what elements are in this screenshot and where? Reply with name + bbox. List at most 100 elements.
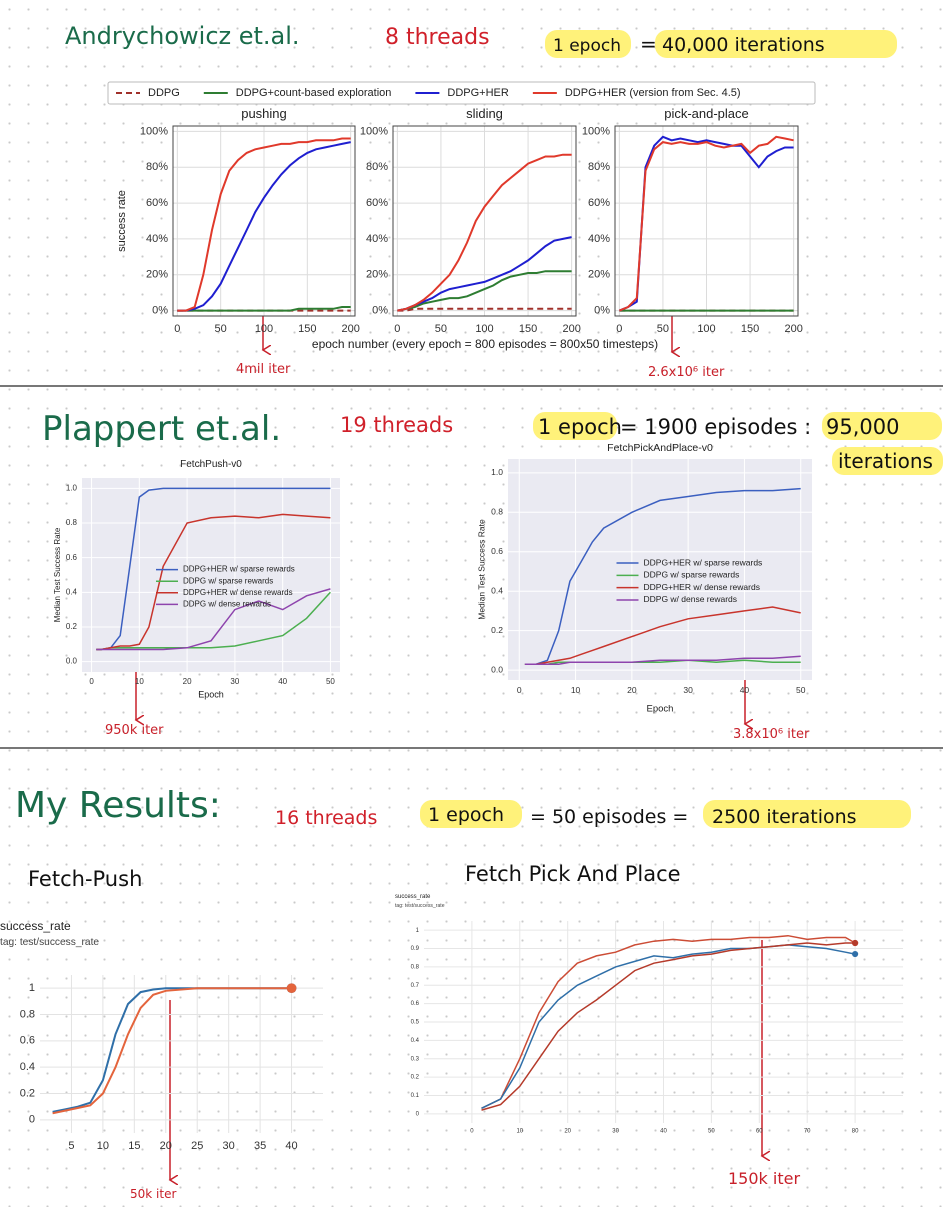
epoch: 1 epoch	[428, 804, 504, 826]
series-line	[619, 135, 794, 312]
x-tick-label: 20	[627, 685, 637, 695]
x-tick-label: 40	[285, 1140, 297, 1152]
x-tick-label: 40	[660, 1129, 667, 1135]
series-line	[524, 606, 801, 665]
y-tick-label: 0	[416, 1111, 420, 1117]
x-axis-label: epoch number (every epoch = 800 episodes…	[312, 337, 658, 351]
y-tick-label: 80%	[146, 161, 168, 173]
y-tick-label: 0.5	[411, 1020, 420, 1026]
y-tick-label: 0.8	[491, 507, 503, 517]
x-tick-label: 200	[341, 323, 359, 335]
series-line	[177, 141, 351, 312]
annotation: 950k iter	[105, 723, 164, 738]
y-tick-label: 20%	[366, 269, 388, 281]
x-tick-label: 150	[519, 323, 537, 335]
section-2-notes: Plappert et.al. 19 threads 1 epoch = 190…	[42, 409, 943, 475]
highlight	[420, 800, 522, 828]
end-marker	[286, 983, 297, 994]
y-tick-label: 0.6	[491, 546, 503, 556]
highlight	[533, 412, 617, 440]
series-line	[96, 487, 331, 651]
series-line	[96, 513, 331, 651]
y-tick-label: 0.0	[66, 657, 78, 666]
y-tick-label: 1.0	[491, 467, 503, 477]
chart-title: pushing	[241, 106, 287, 121]
series-line	[524, 487, 801, 665]
legend-label: DDPG+HER w/ dense rewards	[183, 588, 293, 597]
y-tick-label: 1	[416, 928, 420, 934]
series-line	[481, 944, 856, 1109]
x-tick-label: 70	[804, 1129, 811, 1135]
heading: Fetch Pick And Place	[465, 862, 681, 886]
legend-label: DDPG+HER w/ sparse rewards	[644, 557, 763, 567]
y-tick-label: 0.4	[66, 587, 78, 596]
y-tick-label: 40%	[366, 233, 388, 245]
highlight	[832, 447, 943, 475]
y-tick-label: 0.8	[411, 964, 420, 970]
chart-title: success_rate	[395, 894, 431, 900]
y-tick-label: 1	[29, 982, 35, 994]
x-tick-label: 100	[697, 323, 715, 335]
y-tick-label: 0.2	[411, 1075, 420, 1081]
number: 95,000	[826, 415, 899, 439]
y-tick-label: 0.2	[491, 625, 503, 635]
chart: 00.10.20.30.40.50.60.70.80.910 10 20 30 40 50…	[395, 894, 903, 1135]
highlight	[703, 800, 911, 828]
chart: 00.20.40.60.815 10 15 20 25 30 35 40success_rat…	[0, 919, 323, 1152]
annotation: 2.6x10⁶ iter	[648, 365, 725, 380]
legend-label: DDPG w/ sparse rewards	[183, 576, 273, 585]
x-tick-label: 150	[741, 323, 759, 335]
threads: 19 threads	[340, 413, 453, 437]
chart-title: FetchPush-v0	[180, 459, 242, 470]
heading: Fetch-Push	[28, 867, 142, 891]
series-line	[177, 137, 351, 312]
x-tick-label: 0	[470, 1129, 474, 1135]
x-axis-label: Epoch	[647, 704, 674, 715]
y-tick-label: 0.8	[66, 518, 78, 527]
x-tick-label: 40	[740, 685, 750, 695]
iterations: 2500 iterations	[712, 806, 857, 828]
y-tick-label: 20%	[146, 269, 168, 281]
x-tick-label: 25	[191, 1140, 203, 1152]
y-axis-label: Median Test Success Rate	[53, 527, 62, 622]
threads: 8 threads	[385, 25, 490, 50]
legend-label: DDPG w/ sparse rewards	[644, 570, 740, 580]
chart-title: success_rate	[0, 919, 71, 933]
y-tick-label: 0.2	[66, 622, 78, 631]
annotation: 150k iter	[728, 1169, 800, 1188]
plot-area	[508, 459, 812, 680]
y-tick-label: 0.9	[411, 946, 420, 952]
chart: 0% 20% 40% 60% 80% 100% 0 50 100 150 200 pick-and-p…	[582, 106, 803, 335]
x-tick-label: 10	[135, 677, 144, 686]
legend-box	[107, 81, 816, 105]
y-tick-label: 0%	[594, 305, 610, 317]
x-tick-label: 50	[796, 685, 806, 695]
series-line	[177, 306, 351, 312]
series-line	[481, 942, 856, 1111]
y-tick-label: 0%	[152, 305, 168, 317]
y-tick-label: 0.6	[66, 553, 78, 562]
y-tick-label: 1.0	[66, 484, 78, 493]
plot-area	[82, 478, 340, 672]
legend-label: DDPG w/ dense rewards	[644, 594, 738, 604]
epoch: 1 epoch	[538, 415, 622, 439]
series-line	[524, 655, 801, 665]
legend-label: DDPG+HER (version from Sec. 4.5)	[565, 87, 741, 99]
legend-label: DDPG+count-based exploration	[236, 87, 392, 99]
episodes: = 1900 episodes :	[620, 415, 811, 439]
x-tick-label: 200	[562, 323, 580, 335]
x-tick-label: 100	[255, 323, 273, 335]
authors: Plappert et.al.	[42, 409, 281, 449]
series-line	[397, 153, 572, 312]
x-tick-label: 10	[97, 1140, 109, 1152]
y-tick-label: 0.4	[20, 1061, 35, 1073]
series-line	[397, 307, 572, 312]
y-tick-label: 60%	[588, 197, 610, 209]
x-tick-label: 50	[708, 1129, 715, 1135]
x-axis-label: Epoch	[198, 689, 224, 699]
y-tick-label: 0.6	[20, 1035, 35, 1047]
x-tick-label: 0	[174, 323, 180, 335]
series-line	[397, 270, 572, 312]
